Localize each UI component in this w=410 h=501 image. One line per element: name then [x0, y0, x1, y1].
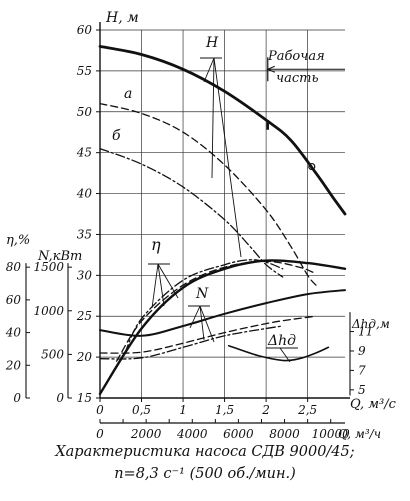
annotations: Hа б Рабочая часть η N Δhд: [112, 35, 325, 363]
eta-tick-label-3: 60: [6, 293, 22, 307]
x2-tick-label-2: 4000: [176, 427, 208, 441]
eta-tick-label-0: 0: [13, 391, 21, 405]
power-tick-label-1: 500: [41, 347, 64, 361]
x2-tick-label-5: 10000: [312, 427, 351, 441]
label-H: H: [205, 35, 219, 51]
series-6-n: [99, 289, 346, 337]
x-tick-label-3: 1,5: [215, 403, 234, 417]
y-tick-label-4: 35: [77, 227, 92, 241]
series-4-η-а: [115, 260, 317, 362]
x2-tick-label-1: 2000: [130, 427, 162, 441]
x2-tick-label-4: 8000: [269, 427, 300, 441]
x2-tick-label-0: 0: [96, 427, 104, 441]
dh-tick-label-3: 11: [358, 325, 373, 339]
working-zone-arrowhead: [266, 65, 275, 73]
x-tick-label-2: 1: [179, 403, 187, 417]
x2-tick-label-3: 6000: [223, 427, 254, 441]
y-tick-label-1: 20: [76, 350, 93, 364]
label-a: а: [124, 86, 132, 102]
label-working-zone-1: Рабочая: [267, 49, 325, 64]
curves: [98, 45, 347, 396]
x-tick-label-1: 0,5: [132, 403, 151, 417]
label-working-zone-2: часть: [276, 71, 319, 86]
y-tick-label-3: 30: [77, 268, 93, 282]
power-tick-label-3: 1500: [33, 260, 64, 274]
series-7-n-а: [99, 315, 317, 354]
series-0-h: [98, 45, 347, 216]
x-axis-label: Q, м³/с: [350, 397, 397, 412]
chart-caption-line2: n=8,3 с⁻¹ (500 об./мин.): [114, 466, 296, 482]
eta-tick-label-2: 40: [5, 326, 22, 340]
label-eta: η: [151, 235, 161, 254]
y-tick-label-2: 25: [76, 309, 92, 323]
label-N: N: [195, 286, 209, 302]
leader-N: [188, 305, 215, 343]
leader-eta: [148, 263, 179, 309]
x-tick-label-4: 2: [261, 403, 270, 417]
chart-caption-line1: Характеристика насоса СДВ 9000/45;: [55, 444, 355, 460]
series-1-а: [99, 102, 317, 286]
power-tick-label-0: 0: [56, 391, 64, 405]
y-tick-label-6: 45: [76, 146, 92, 160]
eta-axis-label: η,%: [6, 233, 30, 248]
dh-axis-label: Δhд,м: [351, 317, 390, 331]
x-tick-label-5: 2,5: [297, 403, 317, 417]
leader-H: [200, 57, 242, 258]
label-dh: Δhд: [267, 333, 296, 349]
y-tick-label-0: 15: [77, 391, 92, 405]
dh-tick-label-2: 9: [358, 344, 366, 358]
y-tick-label-9: 60: [77, 23, 93, 37]
power-tick-label-2: 1000: [33, 304, 64, 318]
leader-dh: [266, 347, 298, 363]
series-5-η-б: [124, 259, 284, 354]
y-tick-label-8: 55: [77, 64, 92, 78]
power-axis-label: N,кВт: [37, 249, 82, 264]
eta-tick-label-1: 20: [5, 358, 22, 372]
series-2-б: [99, 147, 284, 278]
x-tick-label-0: 0: [96, 403, 104, 417]
grid: [100, 29, 345, 398]
y-tick-label-7: 50: [77, 105, 93, 119]
eta-tick-label-4: 80: [6, 260, 22, 274]
series-8-n-б: [99, 325, 284, 360]
y-axis-label: H, м: [105, 10, 139, 26]
dh-tick-label-0: 5: [358, 383, 366, 397]
label-b: б: [112, 128, 121, 144]
series-3-h-q-η: [98, 259, 347, 396]
series-9-hд: [227, 344, 330, 362]
y-tick-label-5: 40: [76, 187, 93, 201]
dh-tick-label-1: 7: [358, 363, 366, 377]
x2-axis-label: Q, м³/ч: [338, 427, 381, 441]
